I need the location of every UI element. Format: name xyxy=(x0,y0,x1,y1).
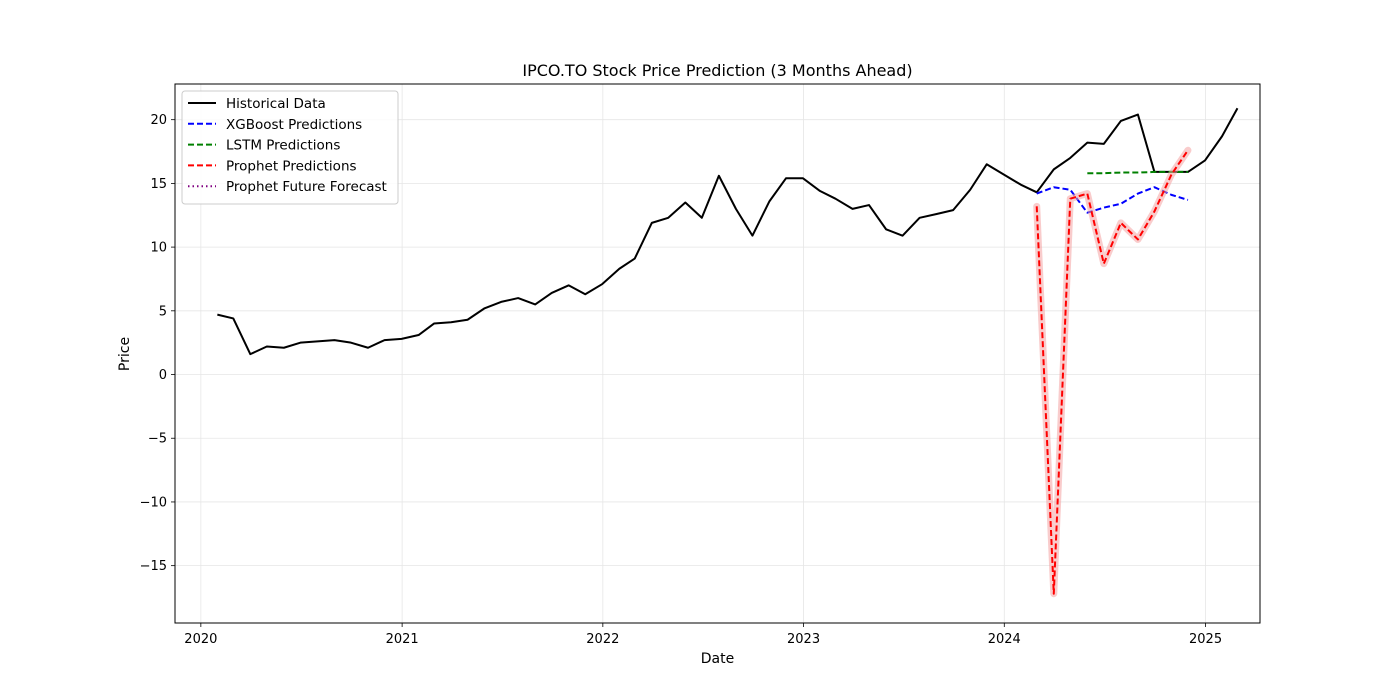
legend-label: Historical Data xyxy=(226,96,326,112)
x-tick-label: 2024 xyxy=(988,632,1021,647)
legend: Historical Data XGBoost Predictions LSTM P… xyxy=(181,90,399,205)
legend-entry-prophet-future-forecast: Prophet Future Forecast xyxy=(188,179,387,195)
legend-label: Prophet Future Forecast xyxy=(226,179,387,195)
series-prophet-predictions xyxy=(1033,146,1192,598)
legend-label: XGBoost Predictions xyxy=(226,117,362,133)
axis-ticks: 2020 2021 2022 2023 2024 2025 20 15 10 5 0 −5 −10 −15 xyxy=(140,113,1223,647)
series-historical-data xyxy=(217,107,1239,356)
y-axis-label: Price xyxy=(117,337,133,371)
y-tick-label: 0 xyxy=(159,368,167,383)
y-tick-label: −15 xyxy=(140,559,167,574)
legend-entry-historical-data: Historical Data xyxy=(188,96,326,112)
legend-entry-lstm-predictions: LSTM Predictions xyxy=(188,138,340,154)
series-historical-data-line xyxy=(217,107,1239,356)
legend-entry-xgboost-predictions: XGBoost Predictions xyxy=(188,117,362,133)
x-tick-label: 2025 xyxy=(1189,632,1222,647)
x-axis-label: Date xyxy=(701,651,734,667)
y-tick-label: 10 xyxy=(150,241,167,256)
y-tick-label: 20 xyxy=(150,113,167,128)
plot-frame xyxy=(174,83,1261,624)
series-prophet-predictions-line xyxy=(1035,149,1189,595)
chart-title: IPCO.TO Stock Price Prediction (3 Months… xyxy=(522,61,912,80)
x-tick-label: 2020 xyxy=(184,632,217,647)
legend-entry-prophet-predictions: Prophet Predictions xyxy=(188,158,357,174)
y-tick-label: 15 xyxy=(150,177,167,192)
x-tick-label: 2022 xyxy=(586,632,619,647)
x-tick-label: 2021 xyxy=(386,632,419,647)
x-tick-label: 2023 xyxy=(787,632,820,647)
legend-label: Prophet Predictions xyxy=(226,158,357,174)
y-tick-label: −5 xyxy=(148,432,167,447)
y-tick-label: −10 xyxy=(140,495,167,510)
series-layer xyxy=(217,107,1239,598)
y-tick-label: 5 xyxy=(159,304,167,319)
legend-label: LSTM Predictions xyxy=(226,138,340,154)
legend-box xyxy=(181,90,399,205)
